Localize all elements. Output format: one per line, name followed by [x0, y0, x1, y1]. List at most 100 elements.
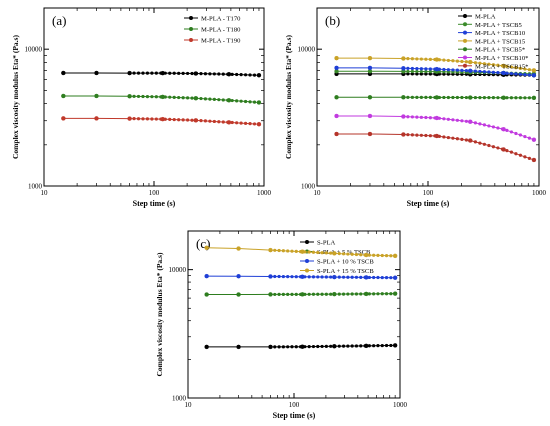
curve-marker	[298, 249, 303, 254]
curve-marker	[505, 148, 509, 153]
curve-marker	[316, 275, 320, 279]
curve-marker	[410, 115, 414, 119]
y-tick-label: 1000	[28, 183, 43, 191]
curve-marker	[455, 59, 459, 63]
curve-marker	[346, 292, 350, 296]
curve-marker	[496, 146, 500, 150]
curve-marker	[359, 292, 363, 296]
series-3	[204, 273, 398, 280]
curve-marker	[316, 250, 320, 255]
curve-marker	[389, 276, 393, 280]
y-tick-label: 10000	[298, 46, 316, 54]
curve-marker	[311, 292, 316, 296]
curve-marker	[226, 72, 230, 76]
curve-marker	[389, 254, 393, 258]
curve-marker	[460, 137, 464, 141]
curve-marker	[469, 120, 473, 124]
x-tick-label: 100	[423, 189, 434, 197]
curve-marker	[401, 95, 405, 99]
curve-marker	[446, 58, 450, 63]
curve-marker	[442, 72, 446, 76]
curve-marker	[307, 275, 311, 279]
curve-marker	[350, 252, 354, 256]
curve-marker	[509, 130, 514, 134]
curve-marker	[277, 345, 281, 349]
curve-marker	[221, 120, 225, 124]
curve-marker	[154, 71, 158, 75]
curve-marker	[136, 71, 141, 75]
curve-marker	[346, 252, 350, 256]
curve-marker	[341, 275, 346, 279]
curve-marker	[527, 96, 532, 100]
curve-marker	[159, 71, 163, 75]
curve-marker	[132, 117, 136, 121]
curve-marker	[329, 251, 333, 255]
curve-marker	[410, 72, 414, 76]
curve-marker	[367, 275, 371, 280]
curve-marker	[500, 71, 505, 75]
data-point	[61, 70, 66, 76]
curve-marker	[316, 292, 320, 296]
curve-marker	[509, 150, 514, 154]
curve-marker	[208, 72, 212, 76]
curve-marker	[281, 274, 285, 279]
curve-marker	[354, 292, 359, 296]
curve-marker	[239, 99, 243, 103]
curve-marker	[464, 95, 468, 100]
chart-panel-3: 10 100 1000 1000 10000 Step time (s) Complex v…	[155, 230, 408, 420]
legend-label: M-PLA + TSCB10*	[475, 55, 528, 62]
curve-marker	[181, 96, 185, 100]
curve-marker	[451, 59, 455, 63]
curve-marker	[406, 95, 410, 99]
legend-label: M-PLA - T180	[201, 27, 241, 34]
curve-marker	[473, 95, 478, 100]
data-point	[367, 131, 373, 137]
curve-marker	[290, 275, 294, 279]
curve-marker	[333, 344, 337, 348]
curve-marker	[406, 72, 410, 76]
curve-marker	[217, 72, 221, 76]
curve-marker	[217, 120, 221, 124]
curve-marker	[127, 71, 132, 75]
curve-marker	[482, 123, 487, 127]
x-axis-label: Step time (s)	[133, 199, 176, 208]
curve-marker	[257, 73, 261, 77]
legend-label: S-PLA + 15 % TSCB	[317, 268, 374, 275]
data-point	[334, 65, 339, 71]
curve-marker	[380, 253, 384, 258]
curve-marker	[514, 131, 518, 136]
curve-marker	[341, 292, 346, 296]
curve-marker	[500, 96, 505, 100]
curve-marker	[359, 253, 363, 257]
curve-marker	[518, 66, 523, 70]
curve-marker	[518, 96, 523, 100]
curve-marker	[145, 94, 150, 99]
data-point	[367, 55, 373, 61]
curve-marker	[415, 69, 419, 74]
curve-marker	[487, 143, 491, 148]
curve-marker	[451, 136, 455, 140]
data-point	[334, 55, 339, 61]
curve-marker	[226, 98, 230, 102]
curve-marker	[451, 68, 455, 72]
curve-marker	[372, 344, 376, 348]
curve-marker	[527, 73, 532, 77]
curve-marker	[428, 72, 432, 76]
curve-marker	[532, 96, 536, 100]
curve-marker	[172, 117, 176, 122]
curve-marker	[154, 117, 158, 121]
curve-marker	[433, 57, 437, 62]
series-2	[204, 291, 398, 297]
curve-marker	[150, 117, 154, 121]
curve-marker	[464, 138, 468, 142]
curve-marker	[419, 95, 423, 99]
curve-marker	[208, 119, 212, 123]
curve-marker	[203, 119, 208, 123]
series-3	[334, 65, 537, 78]
curve-marker	[230, 98, 234, 103]
curve-marker	[415, 57, 419, 61]
curve-marker	[354, 275, 359, 279]
curve-marker	[185, 71, 190, 76]
curve-marker	[419, 57, 423, 61]
curve-marker	[290, 249, 294, 253]
